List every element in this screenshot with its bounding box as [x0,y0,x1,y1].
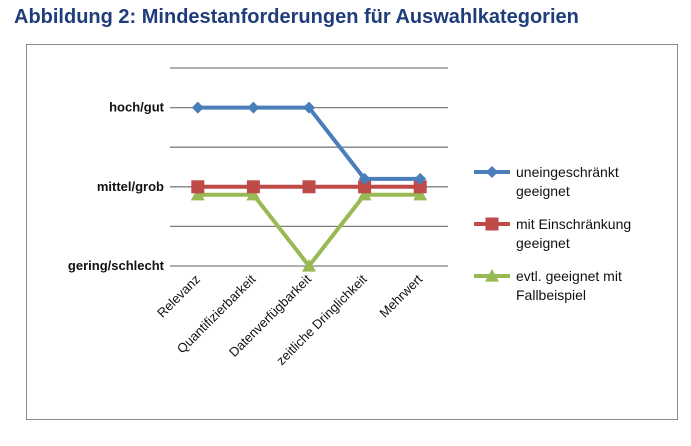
figure-title: Abbildung 2: Mindestanforderungen für Au… [14,6,579,28]
series-point-1 [414,172,427,185]
series-point-2 [246,180,260,194]
chart-frame [26,44,678,420]
legend-label: uneingeschränkt [516,164,619,180]
legend-label: geeignet [516,235,570,251]
series-point-3 [413,187,428,201]
legend-swatch-marker [485,217,499,231]
series-point-2 [302,180,316,194]
series-point-3 [246,187,261,201]
legend-swatch-marker [486,166,498,178]
series-point-1 [191,101,204,114]
series-point-1 [303,101,315,114]
series-point-2 [413,180,427,194]
series-point-2 [358,180,372,194]
x-tick-label: zeitliche Dringlichkeit [273,271,370,368]
series-line-3 [197,192,421,268]
legend-swatch-marker [485,269,499,282]
series-point-1 [358,172,371,185]
y-tick-label: hoch/gut [109,100,165,115]
series-point-1 [247,101,260,114]
series-line-1 [197,105,421,181]
series-point-3 [357,187,372,201]
legend-label: evtl. geeignet mit [516,268,622,284]
series-point-2 [191,180,205,194]
x-tick-label: Relevanz [154,272,203,321]
legend-label: mit Einschränkung [516,216,631,232]
series-point-3 [302,259,316,272]
y-tick-label: gering/schlecht [68,258,165,273]
y-tick-label: mittel/grob [97,179,164,194]
series-point-3 [190,187,205,201]
x-tick-label: Mehrwert [376,271,425,320]
legend-label: Fallbeispiel [516,287,586,303]
legend-label: geeignet [516,183,570,199]
